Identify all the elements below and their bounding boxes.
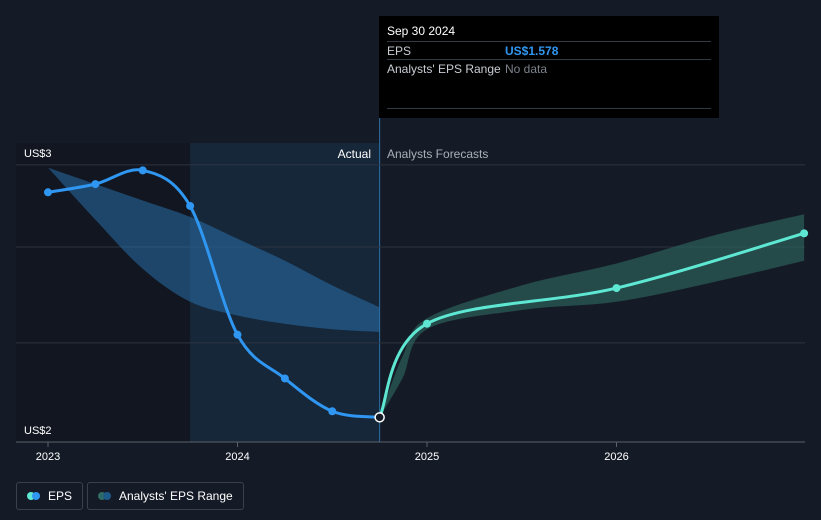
eps-point-layer	[44, 166, 809, 423]
tooltip-range-value: No data	[505, 62, 548, 76]
tooltip-range-label: Analysts' EPS Range	[387, 62, 501, 76]
eps-line-layer	[46, 168, 806, 419]
eps-point-forecast-1	[423, 319, 431, 328]
x-tick-label-3: 2026	[604, 451, 628, 463]
data-tooltip: Sep 30 2024 EPS US$1.578 Analysts' EPS R…	[379, 16, 719, 118]
tooltip-eps-value: US$1.578	[505, 44, 559, 58]
legend-eps-label: EPS	[48, 489, 73, 503]
eps-point-actual-4	[233, 330, 242, 339]
hover-point-marker	[374, 412, 385, 423]
eps-point-actual-0	[44, 188, 52, 197]
x-tick-label-2: 2025	[415, 451, 439, 463]
y-tick-label-1: US$2	[24, 425, 52, 437]
tooltip-date: Sep 30 2024	[387, 24, 456, 38]
eps-range-band-actual	[48, 167, 380, 332]
eps-point-actual-6	[328, 407, 337, 416]
x-tick-label-0: 2023	[36, 451, 60, 463]
x-tick-label-1: 2024	[225, 451, 249, 463]
eps-point-actual-1	[91, 180, 100, 189]
actual-section-label: Actual	[338, 147, 371, 161]
eps-line-forecast	[378, 231, 806, 419]
tooltip-eps-row: EPS US$1.578	[387, 41, 711, 60]
eps-line-actual	[46, 168, 382, 419]
legend-range-label: Analysts' EPS Range	[119, 489, 233, 503]
axis-layer: 2023 2024 2025 2026 US$3 US$2	[16, 148, 805, 463]
eps-point-actual-5	[280, 374, 289, 383]
legend-eps-button[interactable]: EPS	[16, 482, 84, 510]
range-legend-icon	[98, 492, 112, 500]
tooltip-range-row: Analysts' EPS Range No data	[387, 59, 711, 78]
tooltip-divider	[387, 108, 711, 109]
eps-point-actual-2	[138, 166, 147, 175]
y-tick-label-0: US$3	[24, 148, 52, 160]
eps-legend-icon	[27, 492, 41, 500]
tooltip-eps-label: EPS	[387, 44, 412, 58]
eps-point-forecast-2	[612, 284, 621, 293]
forecast-section-label: Analysts Forecasts	[387, 147, 488, 161]
eps-point-actual-3	[186, 201, 195, 210]
eps-point-forecast-3	[800, 229, 809, 238]
legend-range-button[interactable]: Analysts' EPS Range	[87, 482, 244, 510]
